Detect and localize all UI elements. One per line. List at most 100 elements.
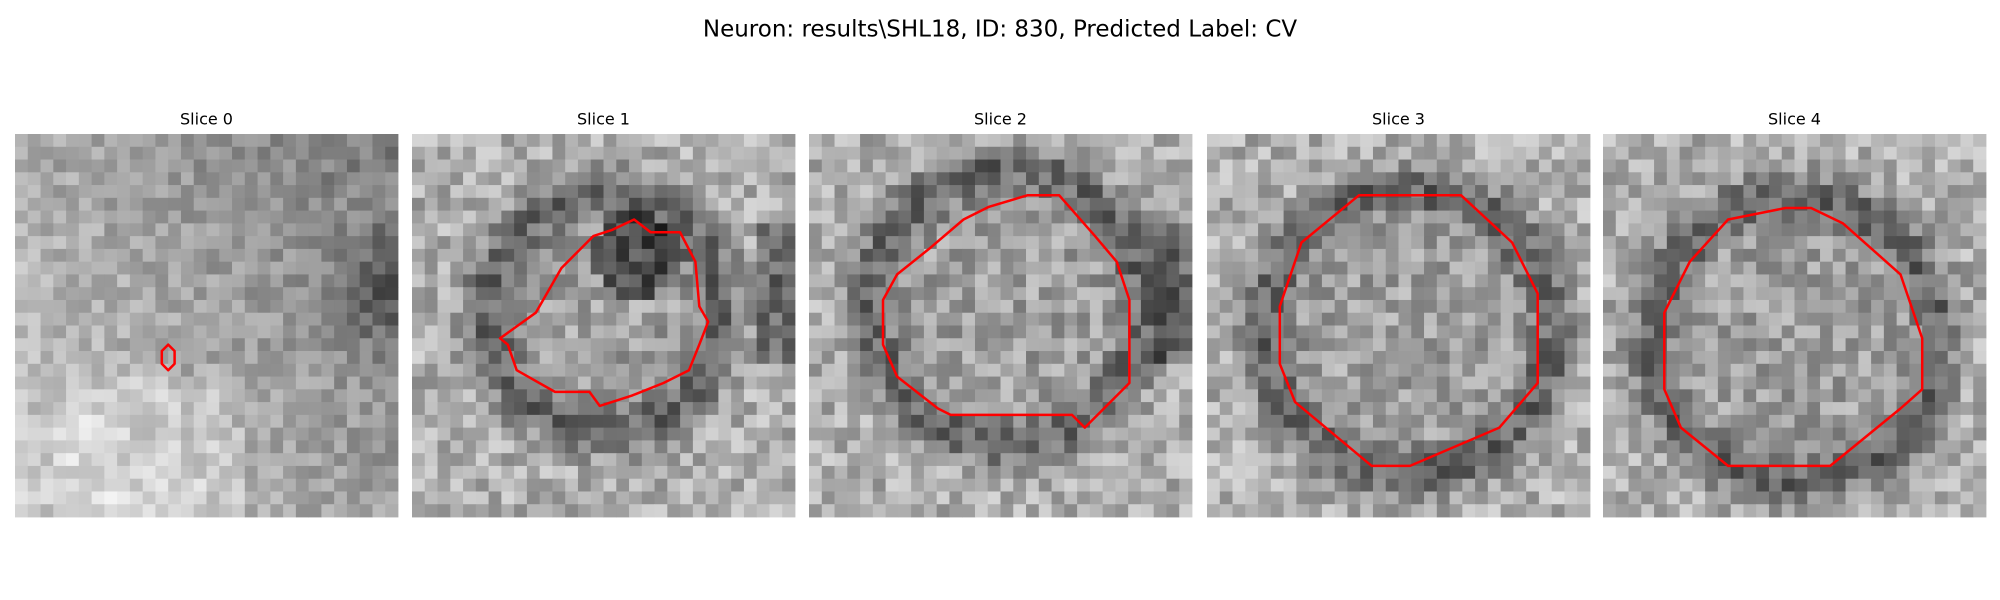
pixel <box>257 351 271 365</box>
pixel <box>437 491 451 505</box>
pixel <box>78 261 92 275</box>
pixel <box>232 376 246 390</box>
pixel <box>1360 363 1374 377</box>
pixel <box>641 274 655 288</box>
pixel <box>692 287 707 301</box>
pixel <box>488 299 502 314</box>
pixel <box>1513 146 1527 160</box>
pixel <box>1934 312 1949 326</box>
pixel <box>180 172 195 186</box>
pixel <box>1538 236 1553 250</box>
pixel <box>295 351 310 365</box>
pixel <box>834 210 848 224</box>
pixel <box>1641 197 1655 211</box>
pixel <box>1372 134 1387 148</box>
pixel <box>552 325 566 339</box>
pixel <box>1947 338 1961 352</box>
pixel <box>78 146 92 160</box>
pixel <box>565 402 579 416</box>
pixel <box>821 146 835 160</box>
pixel <box>1538 478 1553 492</box>
pixel <box>1845 197 1859 211</box>
pixel <box>1807 402 1821 416</box>
pixel <box>705 325 719 339</box>
pixel <box>142 427 156 441</box>
pixel <box>1334 185 1348 199</box>
pixel <box>552 185 566 199</box>
pixel <box>308 146 322 160</box>
pixel <box>1270 197 1284 211</box>
pixel <box>1858 312 1872 326</box>
pixel <box>1487 478 1502 492</box>
pixel <box>91 376 105 390</box>
pixel <box>321 376 335 390</box>
pixel <box>1526 299 1540 314</box>
pixel <box>1102 159 1116 173</box>
pixel <box>1296 338 1310 352</box>
pixel <box>1013 185 1027 199</box>
pixel <box>321 159 335 173</box>
pixel <box>1258 185 1272 199</box>
pixel <box>117 414 131 429</box>
pixel <box>1564 134 1578 148</box>
pixel <box>1102 274 1116 288</box>
pixel <box>206 453 220 467</box>
pixel <box>552 312 566 326</box>
pixel <box>1385 312 1399 326</box>
pixel <box>1321 248 1336 263</box>
pixel <box>898 363 912 377</box>
pixel <box>295 478 310 492</box>
pixel <box>1615 389 1629 403</box>
pixel <box>821 287 835 301</box>
pixel <box>1449 210 1463 224</box>
pixel <box>27 376 41 390</box>
pixel <box>949 491 963 505</box>
pixel <box>78 504 92 518</box>
pixel <box>53 478 67 492</box>
pixel <box>936 210 950 224</box>
pixel <box>385 287 399 301</box>
pixel <box>539 427 553 441</box>
pixel <box>1500 134 1514 148</box>
pixel <box>1000 248 1014 263</box>
pixel <box>155 197 169 211</box>
pixel <box>1089 338 1104 352</box>
pixel <box>1603 299 1617 314</box>
pixel <box>1398 478 1412 492</box>
pixel <box>731 248 745 263</box>
pixel <box>1551 299 1565 314</box>
pixel <box>1654 287 1668 301</box>
pixel <box>117 338 131 352</box>
pixel <box>1500 287 1514 301</box>
pixel <box>475 274 489 288</box>
pixel <box>1692 210 1706 224</box>
pixel <box>1347 427 1361 441</box>
pixel <box>53 325 67 339</box>
pixel <box>1628 440 1642 454</box>
pixel <box>885 248 899 263</box>
pixel <box>743 414 758 429</box>
pixel <box>1564 223 1578 237</box>
pixel <box>1436 389 1450 403</box>
pixel <box>974 159 989 173</box>
pixel <box>1153 248 1167 263</box>
pixel <box>206 134 220 148</box>
pixel <box>78 159 92 173</box>
pixel <box>1309 274 1323 288</box>
pixel <box>1077 146 1091 160</box>
pixel <box>117 134 131 148</box>
pixel <box>1128 261 1142 275</box>
pixel <box>488 312 502 326</box>
pixel <box>1296 325 1310 339</box>
pixel <box>1845 172 1859 186</box>
pixel <box>1922 402 1936 416</box>
pixel <box>155 402 169 416</box>
pixel <box>321 465 335 480</box>
pixel <box>809 134 823 148</box>
pixel <box>1947 159 1961 173</box>
pixel <box>1347 325 1361 339</box>
pixel <box>1717 146 1732 160</box>
pixel <box>1858 351 1872 365</box>
pixel <box>1666 363 1680 377</box>
pixel <box>1820 261 1834 275</box>
